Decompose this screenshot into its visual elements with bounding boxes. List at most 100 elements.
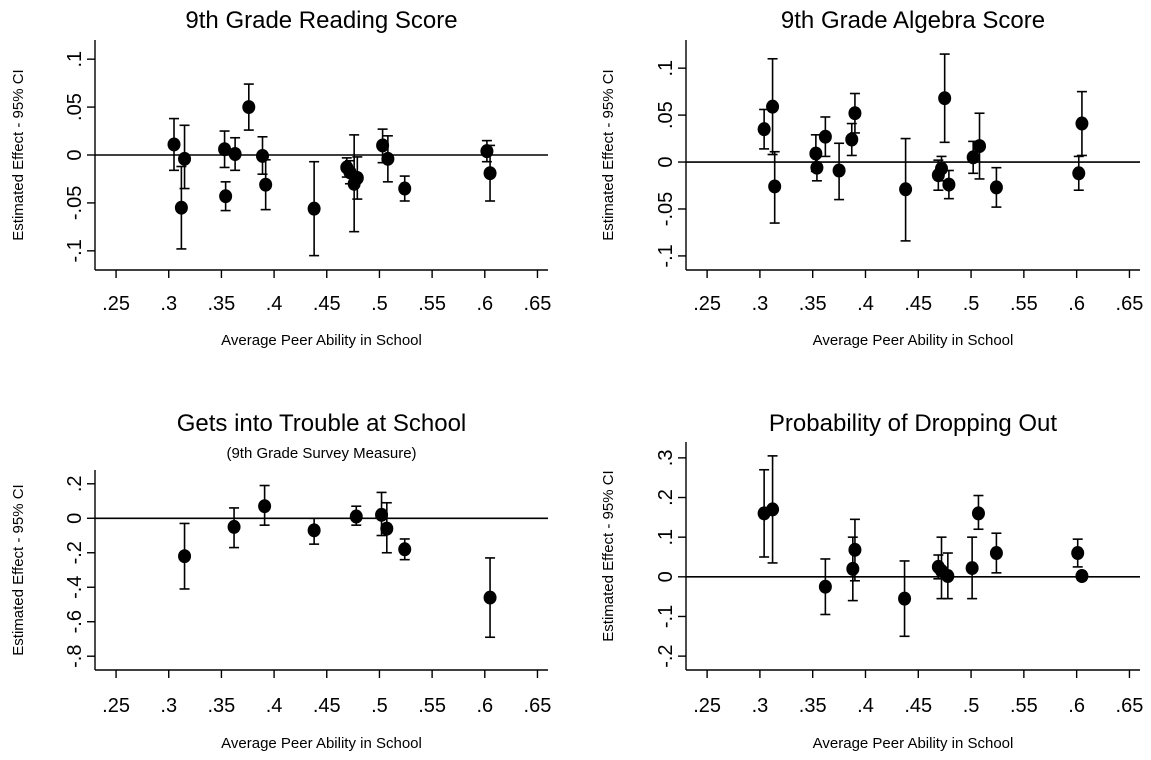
estimate-with-ci (178, 124, 192, 190)
y-tick-label: -.05 (655, 192, 677, 226)
point-estimate (178, 549, 192, 564)
point-estimate (376, 138, 390, 153)
x-tick-label: .45 (313, 695, 341, 717)
point-estimate (757, 122, 771, 137)
point-estimate (989, 180, 1003, 195)
chart-panel-algebra: 9th Grade Algebra Score .25 .3 .35 .4 .45 .5 .5… (600, 7, 1143, 349)
point-estimate (381, 151, 395, 166)
y-tick-label: .2 (655, 489, 677, 506)
x-axis-label: Average Peer Ability in School (813, 332, 1014, 349)
estimate-with-ci (899, 137, 913, 242)
y-tick-label: .1 (64, 51, 86, 68)
point-estimate (818, 129, 832, 144)
point-estimate (228, 147, 242, 162)
estimate-with-ci (178, 522, 192, 590)
point-estimate (818, 579, 832, 594)
estimate-with-ci (938, 53, 952, 144)
y-axis-label: Estimated Effect - 95% CI (600, 470, 617, 641)
x-axis-label: Average Peer Ability in School (221, 332, 422, 349)
x-tick-label: .65 (1116, 695, 1144, 717)
x-tick-label: .5 (371, 695, 388, 717)
estimate-with-ci (766, 455, 780, 564)
point-estimate (1075, 116, 1089, 131)
x-tick-label: .55 (1010, 695, 1038, 717)
point-estimate (307, 201, 321, 216)
estimate-with-ci (989, 532, 1003, 574)
point-estimate (899, 182, 913, 197)
point-estimate (766, 502, 780, 517)
y-tick-label: 0 (655, 571, 677, 582)
x-tick-label: .3 (752, 695, 769, 717)
point-estimate (848, 106, 862, 121)
estimate-with-ci (1072, 155, 1086, 192)
estimate-with-ci (757, 108, 771, 150)
y-tick-label: -.4 (64, 576, 86, 599)
x-tick-label: .3 (160, 293, 177, 315)
x-tick-label: .5 (963, 293, 980, 315)
point-estimate (167, 137, 181, 152)
estimate-with-ci (848, 518, 862, 582)
x-tick-label: .5 (371, 293, 388, 315)
point-estimate (848, 542, 862, 557)
point-estimate (218, 142, 232, 157)
y-tick-label: 0 (655, 156, 677, 167)
y-tick-label: .05 (64, 93, 86, 121)
estimate-with-ci (483, 557, 497, 639)
point-estimate (483, 590, 497, 605)
estimate-with-ci (258, 484, 272, 526)
y-tick-label: -.1 (64, 239, 86, 262)
estimate-with-ci (846, 536, 860, 602)
point-estimate (941, 569, 955, 584)
y-axis-label: Estimated Effect - 95% CI (600, 69, 617, 240)
point-estimate (256, 148, 270, 163)
estimate-with-ci (1075, 90, 1089, 157)
x-tick-label: .4 (266, 293, 283, 315)
point-estimate (938, 91, 952, 106)
x-tick-label: .6 (1068, 695, 1085, 717)
estimate-with-ci (1071, 538, 1085, 568)
point-estimate (483, 166, 497, 181)
x-tick-label: .35 (799, 695, 827, 717)
x-tick-label: .5 (963, 695, 980, 717)
y-tick-label: 0 (64, 513, 86, 524)
point-estimate (219, 189, 233, 204)
point-estimate (259, 177, 273, 192)
estimate-with-ci (942, 169, 956, 200)
x-tick-label: .25 (693, 695, 721, 717)
point-estimate (810, 160, 824, 175)
x-tick-label: .4 (266, 695, 283, 717)
estimate-with-ci (174, 165, 188, 250)
x-tick-label: .45 (313, 293, 341, 315)
x-tick-label: .65 (1116, 293, 1144, 315)
estimate-with-ci (935, 155, 949, 182)
x-tick-label: .3 (160, 695, 177, 717)
estimate-with-ci (965, 536, 979, 600)
estimate-with-ci (227, 507, 241, 549)
estimate-with-ci (228, 136, 242, 172)
point-estimate (375, 507, 389, 522)
x-tick-label: .3 (752, 293, 769, 315)
y-tick-label: -.2 (64, 541, 86, 564)
point-estimate (258, 499, 272, 514)
estimate-with-ci (989, 166, 1003, 208)
y-tick-label: -.1 (655, 244, 677, 267)
x-tick-label: .6 (1068, 293, 1085, 315)
x-tick-label: .35 (208, 695, 236, 717)
point-estimate (768, 179, 782, 194)
point-estimate (832, 163, 846, 178)
point-estimate (349, 509, 363, 524)
point-estimate (227, 519, 241, 534)
point-estimate (966, 150, 980, 165)
chart-panel-reading: 9th Grade Reading Score .25 .3 .35 .4 .45 .5 .5… (10, 7, 551, 349)
chart-title: 9th Grade Algebra Score (781, 7, 1045, 34)
x-tick-label: .65 (524, 293, 552, 315)
point-estimate (1075, 569, 1089, 584)
y-tick-label: -.1 (655, 605, 677, 628)
point-estimate (942, 177, 956, 192)
x-tick-label: .35 (799, 293, 827, 315)
estimate-with-ci (480, 139, 494, 163)
y-tick-label: -.8 (64, 645, 86, 668)
estimate-with-ci (256, 135, 270, 175)
estimate-with-ci (1075, 569, 1089, 584)
